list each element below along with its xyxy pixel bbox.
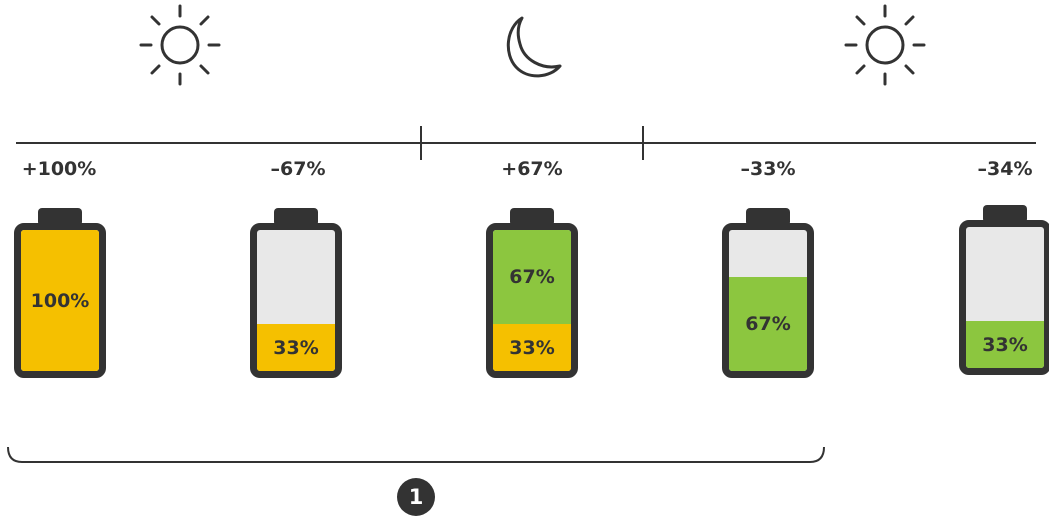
battery-body: 33% [250, 223, 342, 378]
battery: 100% [14, 208, 106, 378]
battery-charge-segment: 33% [966, 321, 1044, 368]
change-label: –34% [977, 158, 1033, 180]
moon-icon [506, 16, 562, 78]
battery-cap [38, 208, 82, 226]
battery-body: 67% [722, 223, 814, 378]
battery-cap [274, 208, 318, 226]
sun-icon [139, 4, 221, 86]
change-label: +67% [501, 158, 563, 180]
battery-charge-segment: 33% [257, 324, 335, 371]
battery-cap [510, 208, 554, 226]
battery-charge-segment: 33% [493, 324, 571, 371]
battery-cap [983, 205, 1027, 223]
battery-charge-segment: 67% [729, 277, 807, 371]
battery-cap [746, 208, 790, 226]
timeline-tick [642, 126, 644, 160]
battery-body: 100% [14, 223, 106, 378]
step-badge: 1 [397, 478, 435, 516]
timeline-tick [420, 126, 422, 160]
battery: 33% 67% [486, 208, 578, 378]
change-label: –67% [270, 158, 326, 180]
change-label: +100% [21, 158, 97, 180]
battery: 33% [250, 208, 342, 378]
battery: 67% [722, 208, 814, 378]
battery: 33% [959, 205, 1049, 375]
change-label: –33% [740, 158, 796, 180]
battery-charge-segment: 100% [21, 230, 99, 371]
timeline [16, 142, 1036, 144]
sun-icon [844, 4, 926, 86]
battery-body: 33% 67% [486, 223, 578, 378]
battery-charge-segment: 67% [493, 230, 571, 324]
battery-body: 33% [959, 220, 1049, 375]
